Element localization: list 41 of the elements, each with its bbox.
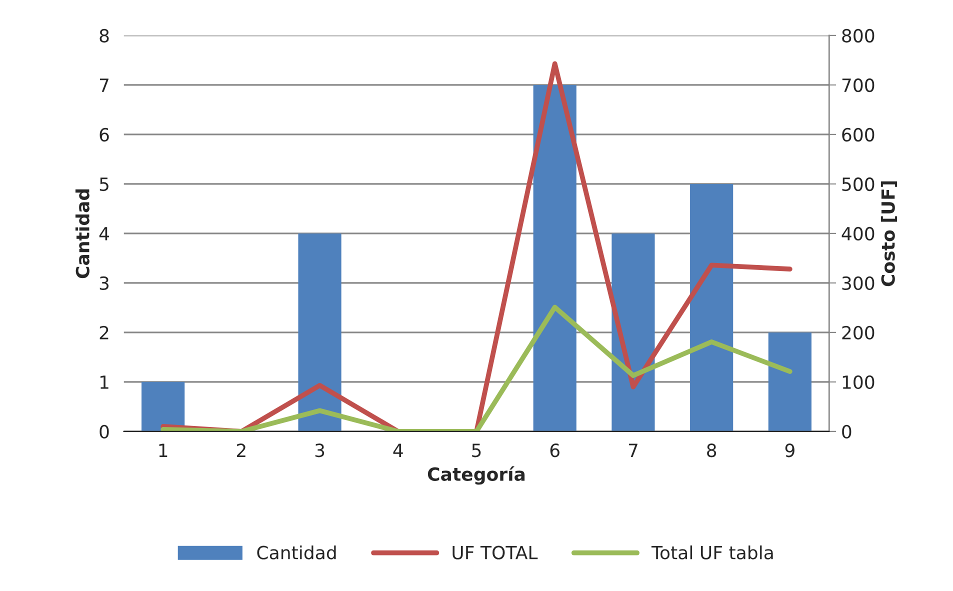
line-series — [160, 61, 792, 432]
y2-tick-label: 100 — [842, 375, 874, 390]
y2-tick-label: 600 — [842, 128, 874, 142]
x-axis-title: Categoría — [428, 466, 525, 485]
legend-label: Total UF tabla — [651, 545, 773, 560]
y2-tick-label: 400 — [842, 226, 874, 241]
bar — [612, 233, 655, 432]
y-tick-label: 7 — [100, 78, 108, 92]
legend-label: Cantidad — [257, 545, 336, 560]
bar — [690, 184, 734, 432]
x-tick-label: 4 — [393, 444, 403, 457]
y-tick-label: 5 — [100, 178, 108, 192]
y2-tick-label: 0 — [842, 424, 852, 439]
y2-tick-label: 200 — [842, 326, 874, 340]
bar — [298, 233, 342, 432]
legend-label: UF TOTAL — [452, 546, 538, 560]
bar — [142, 382, 185, 432]
x-tick-label: 2 — [237, 444, 246, 457]
y2-tick-label: 700 — [842, 78, 874, 92]
x-tick-label: 3 — [315, 444, 324, 458]
y-tick-label: 8 — [100, 28, 109, 43]
y-tick-label: 1 — [100, 376, 108, 389]
y-tick-label: 3 — [100, 276, 109, 290]
y-axis-title: Cantidad — [75, 189, 90, 278]
bar — [768, 332, 812, 432]
y-tick-label: 0 — [100, 424, 109, 439]
y2-tick-label: 800 — [842, 28, 874, 43]
bar — [533, 84, 576, 432]
y2-axis-title: Costo [UF] — [880, 181, 898, 286]
x-tick-label: 8 — [707, 444, 716, 458]
y-tick-label: 4 — [99, 227, 109, 240]
y-tick-label: 2 — [100, 326, 108, 340]
y2-tick-label: 500 — [842, 177, 874, 192]
x-tick-label: 9 — [785, 444, 794, 458]
line-series — [160, 304, 792, 432]
y2-tick-label: 300 — [842, 276, 874, 290]
x-tick-label: 1 — [159, 444, 168, 457]
y-tick-label: 6 — [100, 128, 109, 142]
x-tick-label: 5 — [472, 444, 481, 458]
x-tick-label: 7 — [628, 444, 638, 457]
x-tick-label: 6 — [550, 444, 560, 458]
